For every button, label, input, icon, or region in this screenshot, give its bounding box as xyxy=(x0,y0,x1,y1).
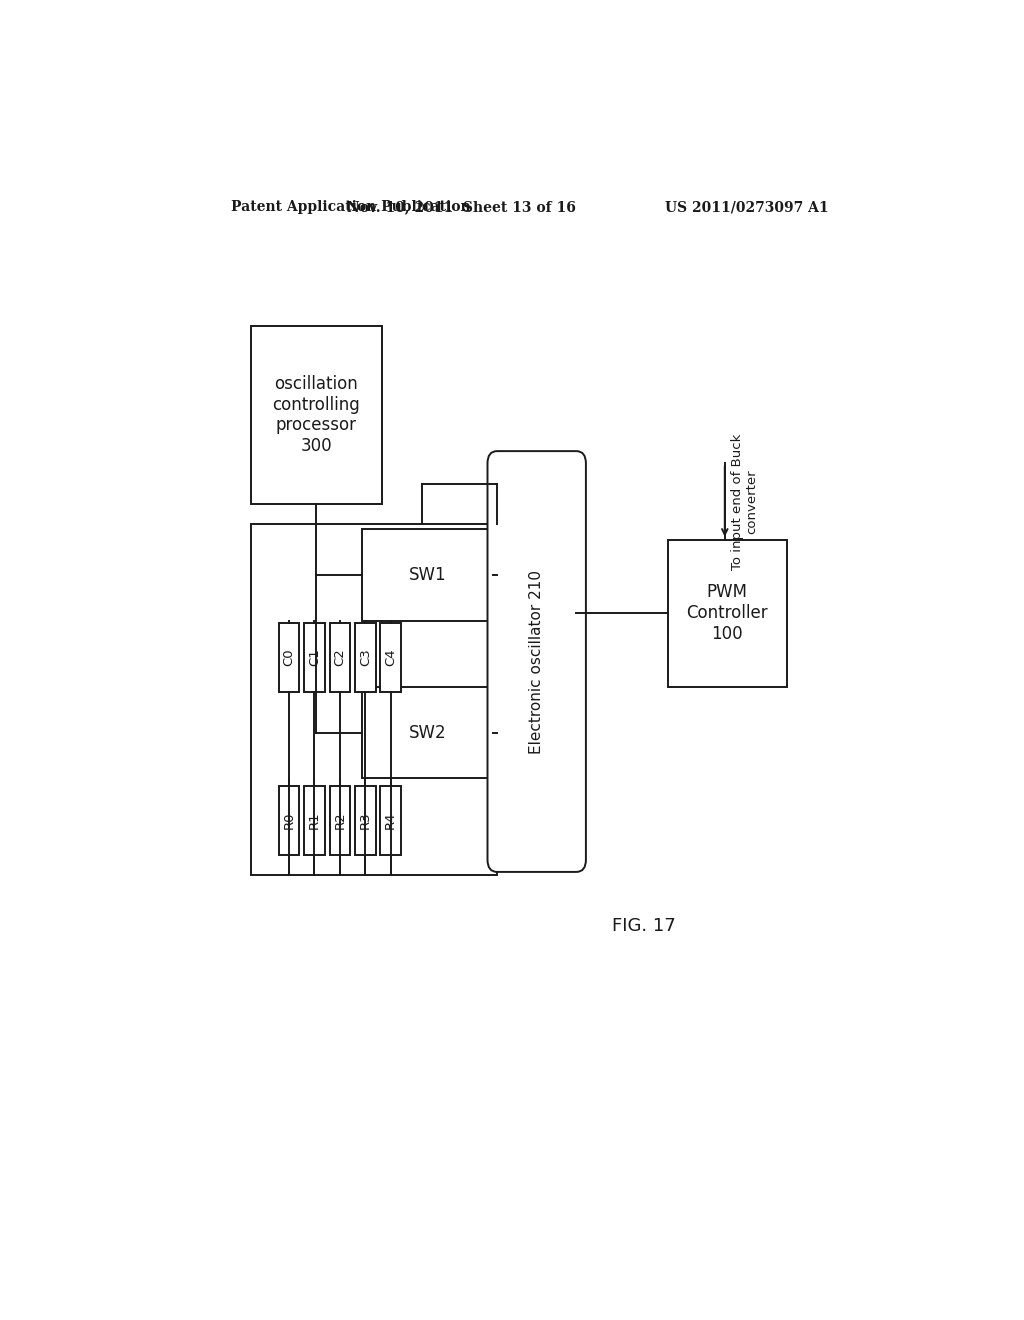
Text: FIG. 17: FIG. 17 xyxy=(612,917,676,935)
Bar xyxy=(355,785,376,854)
Bar xyxy=(330,623,350,692)
Text: SW2: SW2 xyxy=(409,723,446,742)
Bar xyxy=(304,623,325,692)
Text: PWM
Controller
100: PWM Controller 100 xyxy=(686,583,768,643)
Text: Nov. 10, 2011  Sheet 13 of 16: Nov. 10, 2011 Sheet 13 of 16 xyxy=(347,201,575,214)
Text: Electronic oscillator 210: Electronic oscillator 210 xyxy=(529,569,544,754)
Text: C1: C1 xyxy=(308,648,321,667)
Bar xyxy=(380,785,401,854)
Text: R4: R4 xyxy=(384,812,397,829)
Bar xyxy=(362,686,493,779)
Text: C3: C3 xyxy=(358,648,372,667)
Bar xyxy=(362,529,493,620)
Text: oscillation
controlling
processor
300: oscillation controlling processor 300 xyxy=(272,375,360,455)
Text: C2: C2 xyxy=(334,648,346,667)
Text: To input end of Buck
converter: To input end of Buck converter xyxy=(731,433,759,570)
Bar xyxy=(279,785,299,854)
Bar xyxy=(668,540,786,686)
Bar xyxy=(330,785,350,854)
FancyBboxPatch shape xyxy=(487,451,586,873)
Text: R0: R0 xyxy=(283,812,296,829)
Bar xyxy=(279,623,299,692)
Text: R2: R2 xyxy=(334,812,346,829)
Text: R1: R1 xyxy=(308,812,321,829)
Text: R3: R3 xyxy=(358,812,372,829)
Text: C0: C0 xyxy=(283,648,296,667)
Text: US 2011/0273097 A1: US 2011/0273097 A1 xyxy=(666,201,828,214)
Bar xyxy=(380,623,401,692)
Bar xyxy=(355,623,376,692)
Text: SW1: SW1 xyxy=(409,566,446,585)
Bar xyxy=(251,326,382,504)
Bar xyxy=(304,785,325,854)
Text: C4: C4 xyxy=(384,648,397,667)
Bar xyxy=(251,524,497,875)
Text: Patent Application Publication: Patent Application Publication xyxy=(231,201,471,214)
